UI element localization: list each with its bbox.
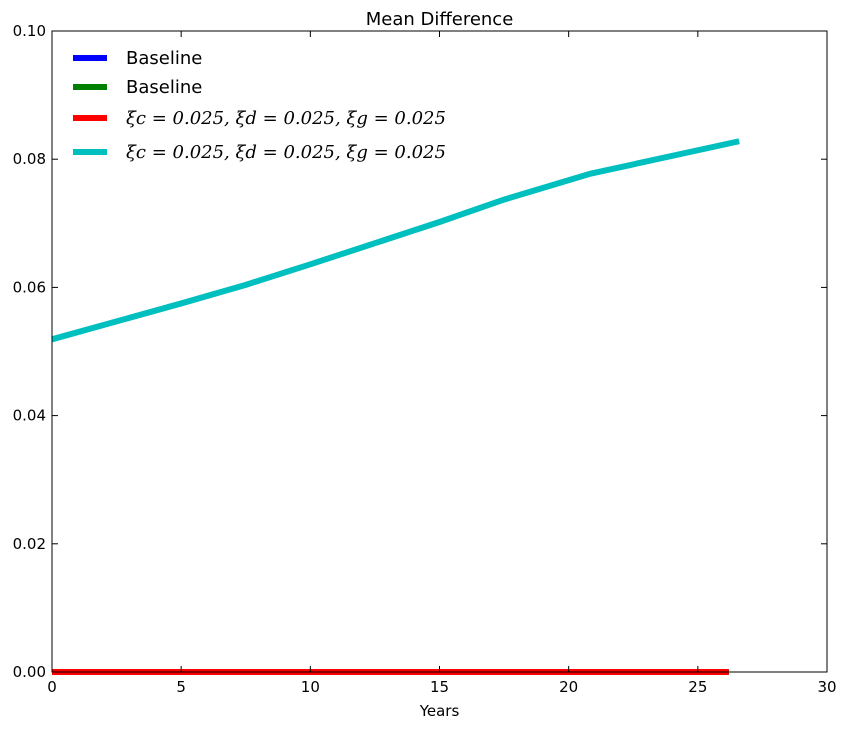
x-tick-label: 5 — [176, 678, 186, 696]
legend-label-1: Baseline — [126, 48, 202, 69]
y-tick-label: 0.02 — [13, 535, 46, 553]
legend-label-3: ξc = 0.025, ξd = 0.025, ξg = 0.025 — [126, 108, 446, 129]
x-axis-label: Years — [419, 702, 460, 720]
x-tick-label: 25 — [688, 678, 707, 696]
y-tick-label: 0.04 — [13, 407, 46, 425]
series-line-4 — [51, 138, 740, 343]
x-tick-label: 10 — [301, 678, 320, 696]
legend: Baseline Baseline ξc = 0.025, ξd = 0.025, … — [73, 48, 446, 163]
series-layer — [51, 138, 740, 675]
y-tick-label: 0.00 — [13, 663, 46, 681]
y-tick-label: 0.10 — [13, 22, 46, 40]
legend-label-4: ξc = 0.025, ξd = 0.025, ξg = 0.025 — [126, 142, 446, 163]
legend-label-2: Baseline — [126, 77, 202, 98]
x-tick-label: 15 — [430, 678, 449, 696]
x-tick-label: 0 — [47, 678, 57, 696]
y-tick-label: 0.08 — [13, 150, 46, 168]
ticks-layer: 0 5 10 15 20 25 30 0.00 0.02 0.04 0.06 0.08 0.10 — [13, 22, 837, 696]
x-tick-label: 30 — [817, 678, 836, 696]
chart-title: Mean Difference — [366, 9, 514, 30]
x-tick-label: 20 — [559, 678, 578, 696]
y-tick-label: 0.06 — [13, 278, 46, 296]
